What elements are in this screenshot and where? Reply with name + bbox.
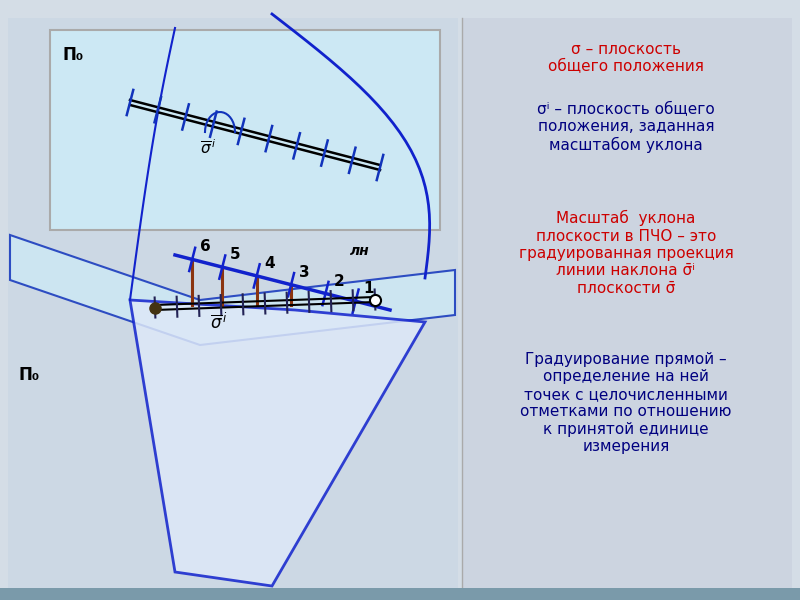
Text: 1: 1 [363, 281, 374, 296]
Text: 5: 5 [230, 247, 241, 262]
Text: П₀: П₀ [62, 46, 83, 64]
Text: П₀: П₀ [18, 366, 39, 384]
Text: Градуирование прямой –
определение на ней
точек с целочисленными
отметками по от: Градуирование прямой – определение на не… [520, 352, 732, 454]
Bar [462, 18, 792, 590]
Text: σⁱ – плоскость общего
положения, заданная
масштабом уклона: σⁱ – плоскость общего положения, заданна… [537, 102, 715, 153]
Text: σ – плоскость
общего положения: σ – плоскость общего положения [548, 42, 704, 74]
Text: лн: лн [350, 244, 370, 258]
Polygon shape [130, 300, 425, 586]
Text: $\overline{\sigma}^{\,i}$: $\overline{\sigma}^{\,i}$ [210, 313, 228, 334]
Bar [0, 588, 800, 600]
Bar [8, 18, 458, 590]
Text: 3: 3 [299, 265, 310, 280]
Text: 2: 2 [334, 274, 344, 289]
Polygon shape [10, 235, 455, 345]
Text: Масштаб  уклона
плоскости в ПЧО – это
градуированная проекция
линии наклона σ̄ⁱ
: Масштаб уклона плоскости в ПЧО – это гра… [518, 210, 734, 296]
Bar [50, 30, 440, 230]
Text: $\overline{\sigma}^{\,i}$: $\overline{\sigma}^{\,i}$ [200, 139, 217, 158]
Text: 4: 4 [265, 256, 275, 271]
Text: 6: 6 [200, 239, 211, 254]
